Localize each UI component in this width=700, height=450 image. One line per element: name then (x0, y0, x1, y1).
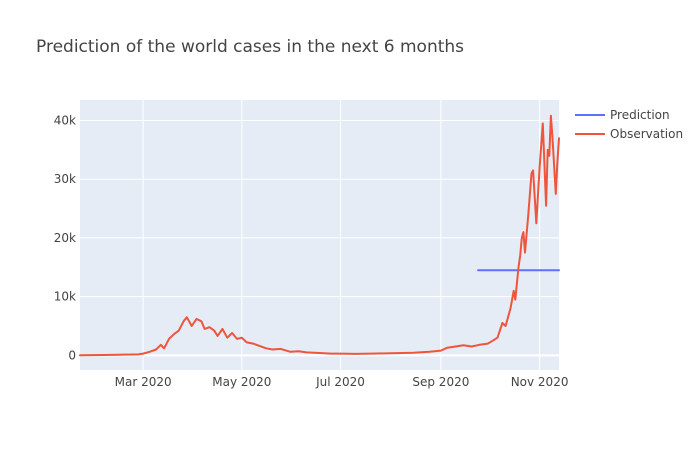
series-line-observation (79, 114, 560, 357)
x-tick-label: May 2020 (212, 375, 271, 389)
legend[interactable]: Prediction Observation (575, 108, 683, 141)
x-tick-label: Jul 2020 (315, 375, 365, 389)
legend-label: Observation (610, 127, 683, 141)
x-tick-label: Sep 2020 (412, 375, 469, 389)
plot-background (80, 100, 559, 370)
y-tick-label: 30k (54, 172, 76, 186)
legend-item-observation[interactable]: Observation (575, 127, 683, 141)
y-tick-label: 0 (68, 348, 76, 362)
chart-title: Prediction of the world cases in the nex… (36, 37, 464, 57)
y-tick-label: 40k (54, 114, 76, 128)
legend-item-prediction[interactable]: Prediction (575, 108, 670, 122)
x-tick-label: Mar 2020 (115, 375, 172, 389)
series-layer (79, 114, 560, 357)
y-tick-label: 10k (54, 290, 76, 304)
legend-label: Prediction (610, 108, 670, 122)
grid-layer (80, 100, 559, 370)
y-axis: 0 10k 20k 30k 40k (54, 114, 76, 363)
x-tick-label: Nov 2020 (511, 375, 569, 389)
x-axis: Mar 2020 May 2020 Jul 2020 Sep 2020 Nov 2020 (115, 375, 569, 389)
y-tick-label: 20k (54, 231, 76, 245)
